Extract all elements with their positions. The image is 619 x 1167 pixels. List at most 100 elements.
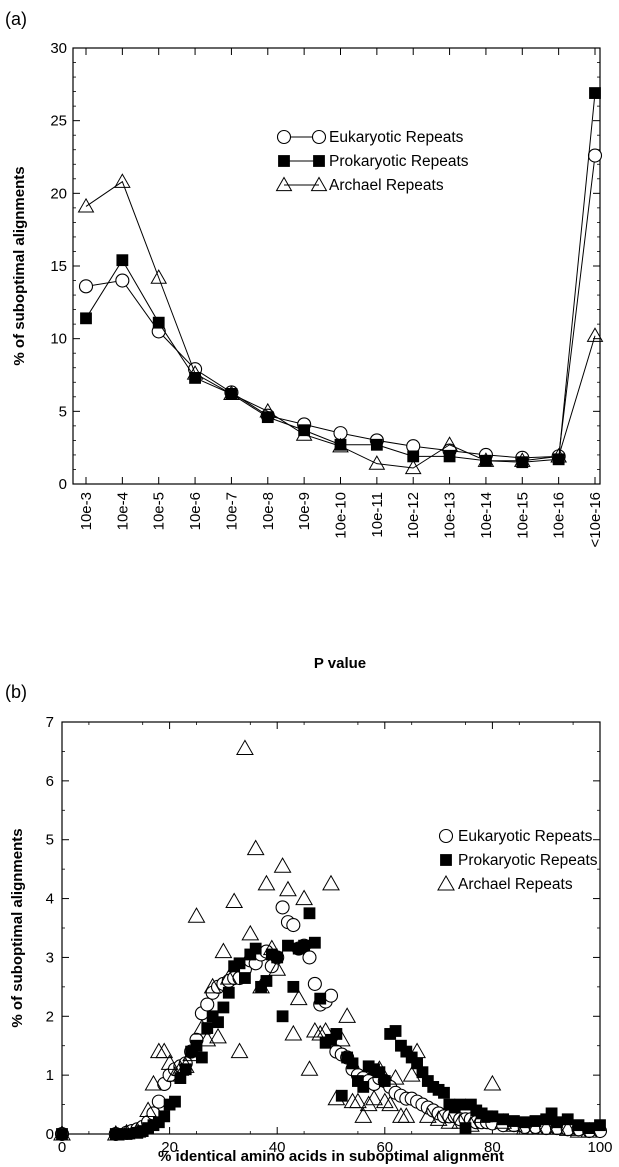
panel-b-scatter-chart: (b) 0 1 2 3 4 5 6 7 0 20 40 60 80 100 Eukaryotic Rep… <box>5 682 613 1165</box>
panel-b-data-point <box>262 939 281 956</box>
panel-b-data-point <box>375 1092 394 1109</box>
panel-a-y-tick-label: 10 <box>50 331 67 348</box>
panel-a-x-tick-label: 10e-7 <box>223 492 240 530</box>
panel-a-y-axis-title: % of suboptimal alignments <box>11 166 28 365</box>
panel-a-data-point <box>550 447 567 463</box>
panel-a-data-point <box>77 197 95 213</box>
panel-b-data-point <box>348 1092 367 1109</box>
panel-b-data-point <box>311 1024 330 1041</box>
panel-b-data-point <box>365 1089 383 1106</box>
panel-a-x-tick-label: 10e-16 <box>551 492 568 539</box>
panel-a-data-point <box>477 452 495 467</box>
panel-b-data-point <box>338 1007 357 1023</box>
panel-a-y-tick-label: 20 <box>50 185 67 202</box>
panel-b-data-point <box>233 957 246 970</box>
panel-a-data-point <box>370 438 383 451</box>
panel-b-data-point <box>273 857 292 873</box>
panel-b-data-point <box>583 1122 596 1135</box>
panel-b-data-point <box>454 1098 467 1111</box>
panel-b-y-axis-title: % of suboptimal alignments <box>9 828 26 1027</box>
panel-b-data-point <box>346 1057 359 1070</box>
panel-b-data-point <box>397 1107 416 1123</box>
panel-a-plot-frame <box>72 47 601 485</box>
panel-b-data-point <box>580 1121 599 1138</box>
panel-b-data-point <box>305 1021 324 1038</box>
panel-a-data-point <box>298 424 311 437</box>
panel-a-y-tick-label: 5 <box>59 403 67 420</box>
panel-b-data-point <box>386 1069 405 1085</box>
panel-b-y-tick-label: 2 <box>46 1008 54 1025</box>
panel-a-data-point <box>152 316 165 329</box>
panel-a-data-point <box>78 279 94 294</box>
panel-b-data-point <box>515 1119 534 1135</box>
panel-b-data-point <box>440 1113 459 1129</box>
panel-a-legend: Eukaryotic Repeats Prokaryotic Repeats Arc… <box>275 129 469 194</box>
panel-b-data-point <box>166 1066 184 1082</box>
panel-a-data-point <box>587 148 603 163</box>
panel-a-y-tick-label: 30 <box>50 40 67 57</box>
panel-b-data-point <box>332 1030 351 1047</box>
panel-a-label: (a) <box>5 9 27 29</box>
panel-b-data-point <box>300 1060 319 1076</box>
panel-b-data-point <box>203 977 222 994</box>
panel-b-data-point <box>241 924 260 941</box>
panel-a-data-point <box>332 437 349 453</box>
panel-b-x-tick-label: 0 <box>58 1139 66 1156</box>
panel-a-data-point <box>150 269 168 284</box>
panel-b-y-tick-label: 0 <box>46 1126 54 1143</box>
panel-b-data-point <box>155 1042 174 1059</box>
panel-b-data-point <box>298 939 311 952</box>
panel-b-data-point <box>289 989 308 1006</box>
panel-b-data-point <box>252 977 270 994</box>
panel-b-data-point <box>302 950 317 965</box>
panel-b-data-point <box>268 960 287 976</box>
panel-b-data-point <box>117 1123 136 1140</box>
panel-b-data-point <box>295 889 314 906</box>
panel-b-data-point <box>149 1042 168 1059</box>
panel-a-data-point <box>114 173 131 188</box>
panel-a-series-line <box>85 155 596 459</box>
panel-b-data-point <box>438 1086 450 1099</box>
panel-b-x-tick-label: 100 <box>587 1139 612 1156</box>
panel-a-series-line <box>85 180 596 469</box>
panel-a-data-point <box>407 450 420 463</box>
panel-a-x-tick-label: 10e-8 <box>260 492 277 530</box>
panel-b-data-point <box>322 874 340 891</box>
panel-b-data-point <box>158 1110 171 1123</box>
panel-a-legend-marker <box>276 129 292 145</box>
panel-b-data-point <box>139 1101 157 1117</box>
panel-b-data-point <box>192 1018 211 1035</box>
panel-b-data-point <box>225 892 244 909</box>
panel-b-legend-label: Eukaryotic Repeats <box>458 828 593 845</box>
panel-a-legend-marker <box>275 176 293 192</box>
panel-a-legend-marker <box>310 176 328 192</box>
panel-b-series-archael-repeats <box>53 739 599 1141</box>
panel-b-legend-marker <box>438 828 454 844</box>
panel-b-data-point <box>200 997 215 1012</box>
panel-b-data-point <box>357 1081 370 1093</box>
panel-b-data-point <box>219 968 238 985</box>
panel-b-data-point <box>472 1107 491 1123</box>
panel-b-legend-marker <box>437 874 455 891</box>
panel-b-data-point <box>308 936 321 949</box>
panel-a-data-point <box>295 426 313 441</box>
panel-b-data-point <box>327 1089 346 1106</box>
panel-b-y-tick-label: 4 <box>46 891 54 908</box>
panel-b-y-tick-label: 3 <box>46 949 54 966</box>
panel-a-legend-marker <box>311 129 327 145</box>
panel-a-x-tick-label: 10e-11 <box>369 492 386 538</box>
panel-b-y-tick-label: 7 <box>46 714 54 731</box>
panel-b-data-point <box>483 1074 502 1091</box>
panel-b-label: (b) <box>5 682 27 702</box>
panel-a-y-tick-label: 25 <box>50 113 67 130</box>
panel-a-data-point <box>586 327 604 342</box>
panel-a-x-tick-label: <10e-16 <box>587 492 604 547</box>
panel-a-series-eukaryotic-repeats <box>78 148 603 465</box>
panel-b-data-point <box>198 1030 217 1047</box>
panel-a-x-tick-label: 10e-14 <box>478 492 495 539</box>
panel-b-x-axis-title: % identical amino acids in suboptimal al… <box>158 1148 504 1165</box>
panel-b-data-point <box>56 1128 68 1140</box>
panel-b-legend-label: Archael Repeats <box>458 876 573 893</box>
panel-b-data-point <box>316 1021 335 1038</box>
panel-a-legend-label: Eukaryotic Repeats <box>329 129 464 146</box>
